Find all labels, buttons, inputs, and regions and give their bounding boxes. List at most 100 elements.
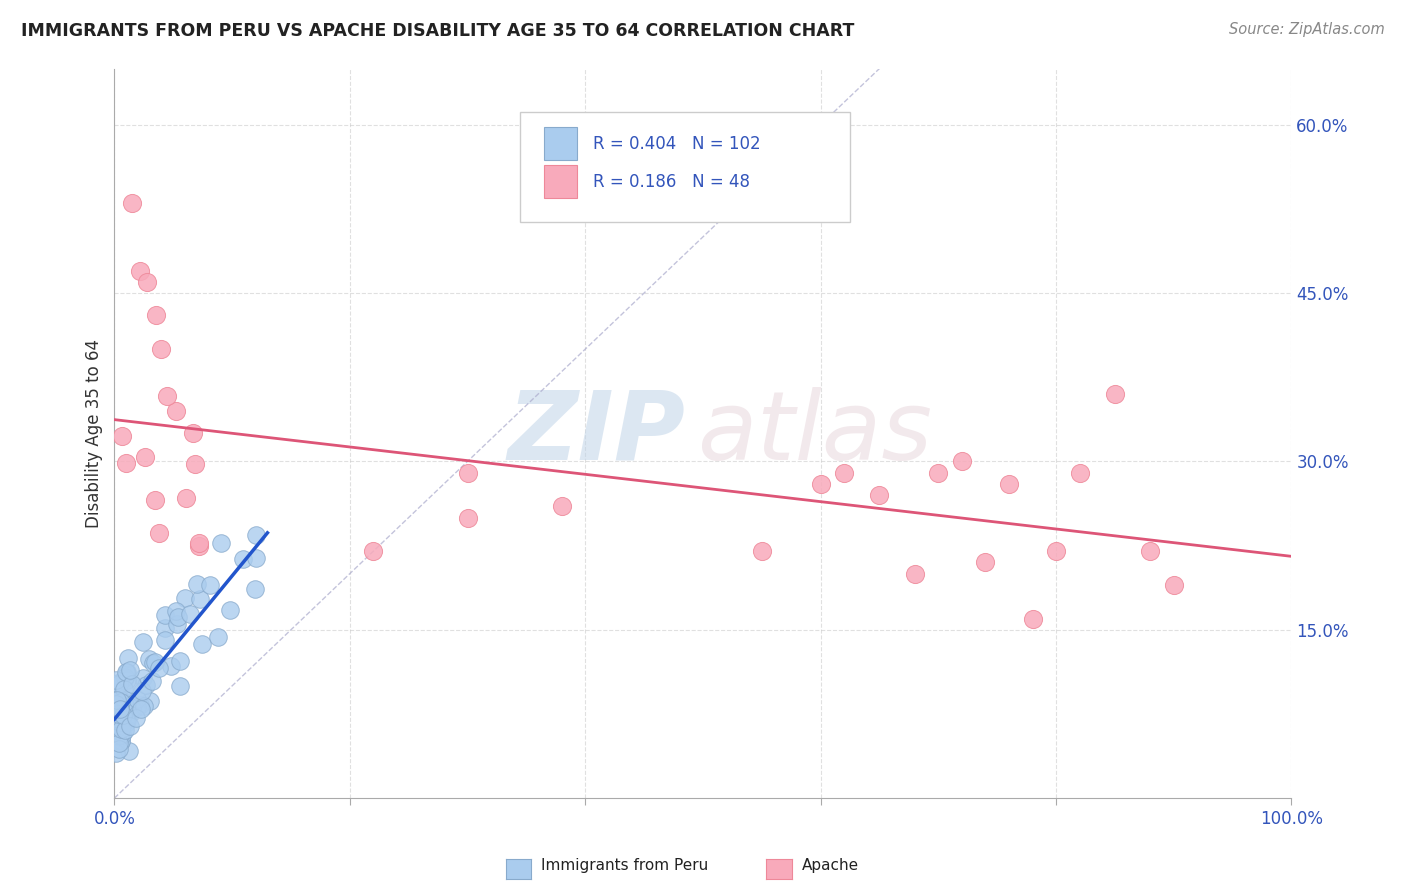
Point	[115, 716, 138, 731]
Point	[188, 536, 211, 550]
Point	[105, 701, 128, 715]
Text: Source: ZipAtlas.com: Source: ZipAtlas.com	[1229, 22, 1385, 37]
Point	[117, 673, 139, 688]
Point	[110, 714, 132, 728]
Point	[115, 714, 138, 728]
Point	[125, 699, 148, 714]
Point	[974, 556, 997, 570]
FancyBboxPatch shape	[520, 112, 851, 222]
Point	[115, 456, 138, 470]
Point	[141, 673, 163, 688]
Point	[1045, 544, 1067, 558]
Point	[183, 457, 205, 471]
Point	[131, 671, 153, 685]
Point	[108, 736, 131, 750]
Text: Immigrants from Peru: Immigrants from Peru	[541, 858, 709, 872]
Point	[155, 389, 177, 403]
Point	[131, 683, 153, 698]
Point	[200, 578, 222, 592]
Point	[183, 425, 205, 440]
Point	[207, 630, 229, 644]
Point	[245, 551, 267, 566]
Point	[108, 711, 131, 725]
Point	[145, 492, 167, 507]
Point	[104, 679, 127, 693]
Point	[110, 692, 132, 706]
Point	[832, 466, 855, 480]
Point	[110, 734, 132, 748]
Point	[186, 577, 208, 591]
Point	[1104, 387, 1126, 401]
Point	[128, 698, 150, 712]
Point	[155, 607, 177, 622]
Point	[1163, 578, 1185, 592]
Point	[104, 746, 127, 760]
Point	[105, 717, 128, 731]
Point	[108, 691, 131, 706]
Point	[107, 741, 129, 756]
Point	[114, 671, 136, 685]
Point	[107, 706, 129, 721]
Point	[104, 720, 127, 734]
Point	[155, 633, 177, 648]
Point	[190, 637, 212, 651]
Point	[138, 652, 160, 666]
Point	[110, 694, 132, 708]
Point	[125, 700, 148, 714]
Point	[165, 403, 187, 417]
Point	[132, 698, 155, 713]
Point	[115, 665, 138, 680]
Point	[869, 488, 891, 502]
Point	[110, 709, 132, 723]
Point	[112, 681, 135, 696]
Point	[114, 696, 136, 710]
Point	[232, 551, 254, 566]
Point	[179, 607, 201, 622]
Point	[810, 476, 832, 491]
Point	[110, 693, 132, 707]
Point	[118, 707, 141, 722]
Text: Apache: Apache	[801, 858, 859, 872]
Point	[132, 635, 155, 649]
Point	[550, 500, 572, 514]
Point	[169, 679, 191, 693]
Point	[136, 275, 159, 289]
Point	[143, 655, 166, 669]
Point	[751, 544, 773, 558]
Point	[209, 536, 232, 550]
Point	[108, 706, 131, 721]
Point	[134, 450, 156, 465]
Point	[166, 616, 188, 631]
Point	[110, 701, 132, 715]
Point	[108, 676, 131, 690]
Point	[110, 734, 132, 748]
Text: R = 0.404   N = 102: R = 0.404 N = 102	[593, 135, 761, 153]
Point	[114, 670, 136, 684]
Point	[105, 693, 128, 707]
Point	[111, 707, 134, 722]
Point	[165, 604, 187, 618]
Point	[129, 701, 152, 715]
Point	[135, 677, 157, 691]
Point	[107, 724, 129, 739]
Text: R = 0.186   N = 48: R = 0.186 N = 48	[593, 173, 751, 191]
Y-axis label: Disability Age 35 to 64: Disability Age 35 to 64	[86, 339, 103, 528]
Point	[169, 654, 191, 668]
Point	[107, 709, 129, 723]
Point	[125, 711, 148, 725]
Point	[174, 591, 197, 606]
Point	[1139, 544, 1161, 558]
Point	[243, 582, 266, 597]
Point	[111, 728, 134, 742]
Point	[104, 724, 127, 739]
Point	[167, 610, 190, 624]
Point	[121, 196, 143, 211]
Point	[160, 659, 183, 673]
Point	[104, 711, 127, 725]
Point	[105, 673, 128, 687]
Point	[187, 539, 209, 553]
Point	[148, 526, 170, 541]
Point	[117, 651, 139, 665]
Point	[105, 703, 128, 717]
Point	[107, 690, 129, 705]
